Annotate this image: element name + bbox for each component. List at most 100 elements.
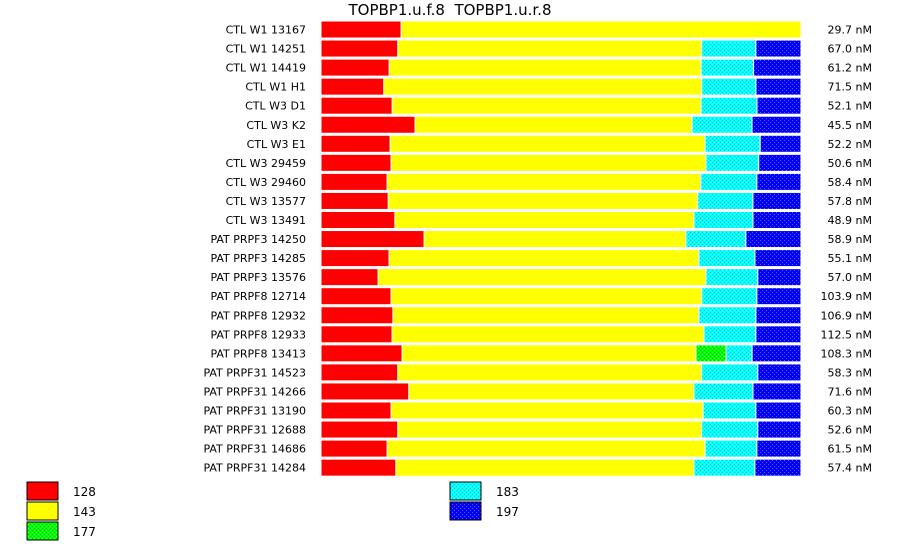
legend-label-177: 177 (73, 525, 96, 539)
bar-segment-183 (701, 363, 759, 382)
legend-swatch-177 (26, 521, 59, 541)
bar-segment-128 (320, 20, 402, 39)
row-total-value: 58.3 nM (828, 366, 872, 379)
legend-swatch-197 (449, 501, 482, 521)
row-total-value: 103.9 nM (821, 290, 872, 303)
bar-segment-183 (693, 382, 754, 401)
bar-segment-128 (320, 420, 399, 439)
bar-segment-183 (700, 172, 758, 191)
chart-title: TOPBP1.u.f.8 TOPBP1.u.r.8 (348, 1, 552, 19)
row-labels: CTL W1 13167 CTL W1 14251 CTL W1 14419 CTL … (203, 24, 306, 475)
bar-segment-128 (320, 96, 393, 115)
row-label: PAT PRPF3 14250 (210, 233, 306, 246)
row-label: PAT PRPF31 12688 (203, 424, 306, 437)
bar-segment-197 (757, 420, 802, 439)
row-label: PAT PRPF3 14285 (210, 252, 306, 265)
bar-segment-183 (697, 191, 754, 210)
bars-layer (320, 20, 802, 477)
bar-segment-197 (754, 249, 802, 268)
bar-segment-197 (756, 287, 802, 306)
bar-segment-197 (752, 382, 802, 401)
bar-segment-128 (320, 401, 392, 420)
row-total-value: 45.5 nM (828, 119, 872, 132)
bar-segment-177 (695, 344, 727, 363)
bar-segment-128 (320, 77, 385, 96)
bar-segment-183 (698, 249, 756, 268)
bar-segment-143 (388, 249, 700, 268)
row-total-value: 57.4 nM (828, 462, 872, 475)
bar-segment-183 (705, 268, 759, 287)
bar-segment-128 (320, 230, 425, 249)
row-total-value: 57.8 nM (828, 195, 872, 208)
row-label: PAT PRPF8 12714 (210, 290, 306, 303)
bar-segment-128 (320, 382, 410, 401)
bar-segment-128 (320, 363, 399, 382)
bar-segment-183 (693, 458, 756, 477)
bar-segment-128 (320, 268, 379, 287)
bar-segment-197 (752, 211, 802, 229)
bar-segment-143 (390, 153, 707, 172)
row-total-value: 71.5 nM (828, 81, 872, 94)
row-total-value: 52.1 nM (828, 100, 872, 113)
bar-segment-143 (390, 287, 703, 306)
row-label: PAT PRPF31 14686 (203, 443, 306, 456)
bar-segment-197 (755, 401, 802, 420)
bar-segment-197 (754, 458, 802, 477)
row-label: PAT PRPF31 14284 (203, 462, 306, 475)
row-total-value: 58.9 nM (828, 233, 872, 246)
bar-segment-197 (759, 134, 802, 153)
bar-segment-128 (320, 191, 389, 210)
bar-segment-183 (705, 153, 760, 172)
bar-segment-143 (386, 172, 702, 191)
bar-segment-143 (397, 39, 703, 58)
row-label: PAT PRPF31 14523 (203, 366, 306, 379)
legend-swatch-143 (26, 501, 59, 521)
bar-segment-183 (704, 134, 761, 153)
bar-segment-183 (701, 420, 759, 439)
row-total-value: 106.9 nM (821, 309, 872, 322)
bar-segment-197 (755, 39, 802, 58)
bar-segment-197 (758, 153, 802, 172)
row-total-value: 58.4 nM (828, 176, 872, 189)
row-total-value: 71.6 nM (828, 385, 872, 398)
bar-segment-143 (387, 191, 699, 210)
bar-segment-197 (757, 363, 802, 382)
bar-segment-143 (390, 401, 704, 420)
row-label: PAT PRPF8 12933 (210, 328, 306, 341)
bar-segment-143 (408, 382, 695, 401)
bar-segment-197 (757, 268, 802, 287)
bar-segment-128 (320, 153, 392, 172)
bar-segment-128 (320, 306, 394, 325)
bar-segment-143 (388, 58, 702, 77)
row-total-value: 61.5 nM (828, 443, 872, 456)
bar-segment-128 (320, 439, 388, 458)
row-label: CTL W1 14251 (226, 43, 306, 56)
row-label: CTL W3 29460 (226, 176, 306, 189)
bar-segment-128 (320, 325, 393, 344)
row-label: PAT PRPF8 12932 (210, 309, 306, 322)
bar-segment-143 (391, 325, 705, 344)
bar-segment-143 (383, 77, 703, 96)
row-label: PAT PRPF3 13576 (210, 271, 306, 284)
bar-segment-128 (320, 287, 392, 306)
bar-segment-143 (389, 134, 706, 153)
legend-label-143: 143 (73, 505, 96, 519)
bar-segment-197 (756, 439, 802, 458)
legend: 128 143 177 183 197 (26, 481, 519, 541)
legend-swatch-128 (26, 481, 59, 501)
bar-segment-183 (700, 96, 758, 115)
bar-segment-197 (751, 115, 802, 134)
bar-segment-143 (423, 230, 687, 249)
bar-segment-197 (753, 58, 802, 77)
bar-segment-143 (386, 439, 706, 458)
row-label: CTL W3 K2 (246, 119, 306, 132)
bar-segment-128 (320, 211, 396, 229)
row-total-value: 55.1 nM (828, 252, 872, 265)
bar-segment-197 (755, 306, 802, 325)
bar-segment-128 (320, 249, 390, 268)
row-label: PAT PRPF8 13413 (210, 347, 306, 360)
bar-segment-128 (320, 172, 388, 191)
bar-segment-143 (395, 458, 695, 477)
row-total-value: 52.6 nM (828, 424, 872, 437)
row-total-value: 112.5 nM (821, 328, 872, 341)
